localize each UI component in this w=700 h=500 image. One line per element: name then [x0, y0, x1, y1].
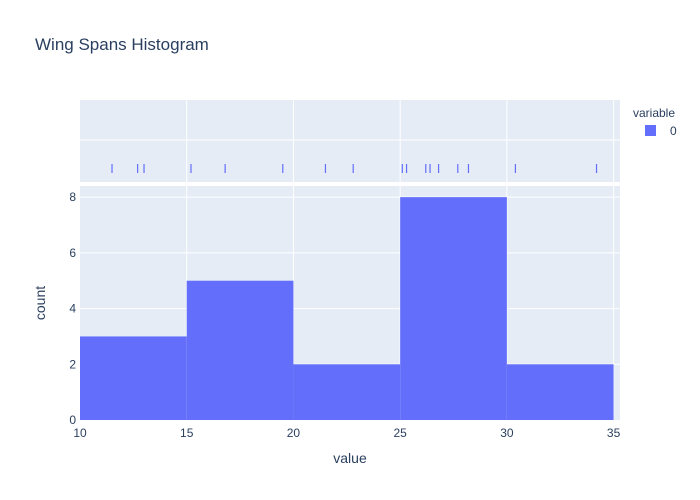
legend-swatch[interactable]: [645, 125, 656, 136]
legend: variable 0: [633, 106, 677, 138]
rug-marks: [111, 164, 598, 173]
x-tick-label: 15: [180, 426, 194, 440]
legend-title: variable: [633, 106, 675, 120]
y-tick-label: 2: [69, 357, 76, 371]
y-tick-label: 6: [69, 246, 76, 260]
chart-title: Wing Spans Histogram: [35, 35, 209, 54]
x-tick-label: 10: [73, 426, 87, 440]
y-tick-label: 8: [69, 190, 76, 204]
x-axis-ticks: 10 15 20 25 30 35: [73, 426, 620, 440]
histogram-bar: [293, 364, 401, 420]
x-tick-label: 25: [393, 426, 407, 440]
histogram-bar: [400, 197, 507, 420]
legend-label[interactable]: 0: [670, 124, 677, 138]
x-axis-title: value: [333, 450, 367, 466]
histogram-bar: [506, 364, 614, 420]
rug-plot-background: [80, 100, 620, 182]
histogram-bar: [186, 280, 294, 420]
y-tick-label: 0: [69, 413, 76, 427]
histogram-bar: [80, 336, 187, 420]
y-tick-label: 4: [69, 302, 76, 316]
x-tick-label: 35: [607, 426, 621, 440]
rug-grid: [80, 100, 620, 182]
x-tick-label: 20: [287, 426, 301, 440]
histogram-bars: [80, 197, 614, 420]
x-tick-label: 30: [500, 426, 514, 440]
y-axis-title: count: [32, 286, 48, 320]
y-axis-ticks: 0 2 4 6 8: [69, 190, 76, 427]
